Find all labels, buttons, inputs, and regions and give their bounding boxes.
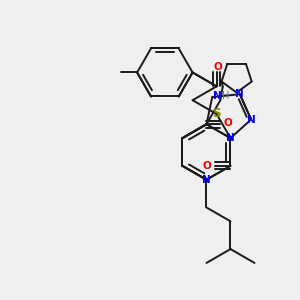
- Text: O: O: [202, 161, 211, 171]
- Text: O: O: [213, 61, 222, 71]
- Text: O: O: [224, 118, 233, 128]
- Text: N: N: [202, 175, 211, 185]
- Text: S: S: [212, 106, 221, 120]
- Text: N: N: [226, 133, 235, 143]
- Text: N: N: [213, 91, 222, 101]
- Text: H: H: [222, 91, 229, 101]
- Text: N: N: [236, 89, 244, 99]
- Text: N: N: [247, 115, 256, 124]
